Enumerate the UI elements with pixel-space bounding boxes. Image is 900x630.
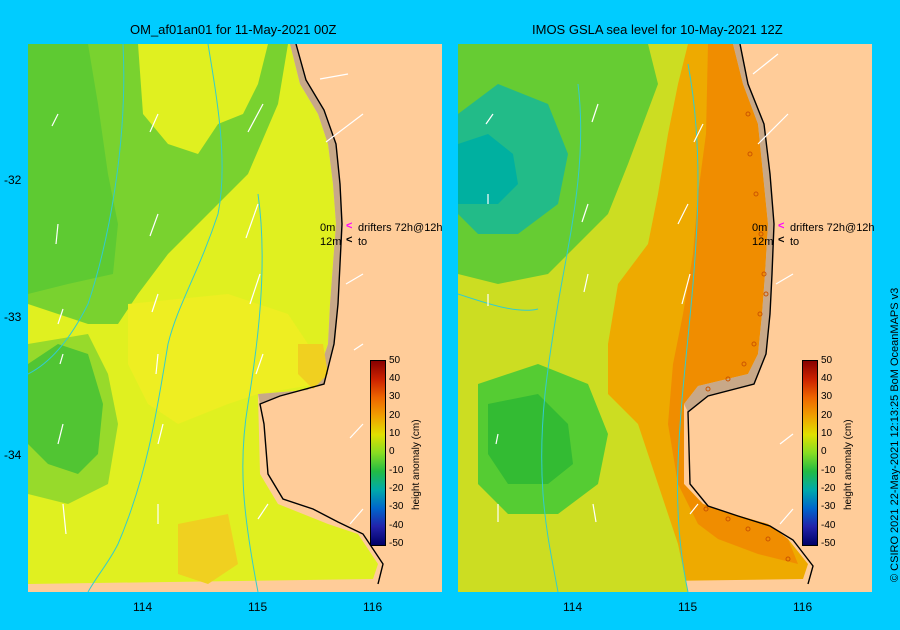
right-lon-label-115: 115	[678, 600, 698, 614]
green-south-core	[488, 394, 573, 484]
current-line-3	[242, 193, 263, 592]
drifter-arrows	[51, 73, 364, 535]
teal-north-center	[458, 134, 518, 204]
coastline	[687, 44, 814, 585]
left-cb-tick: 40	[389, 373, 401, 384]
right-drifter-symbol: <	[778, 220, 785, 232]
left-cb-tick: -20	[389, 483, 404, 494]
drifter-arrows	[485, 53, 794, 525]
left-cb-tick: -50	[389, 538, 404, 549]
right-cb-tick: -30	[821, 501, 836, 512]
right-to-label: to	[790, 236, 800, 248]
lat-label-32: -32	[4, 173, 22, 187]
right-cb-tick: -50	[821, 538, 836, 549]
right-lon-label-116: 116	[793, 600, 813, 614]
orange-patch-north	[298, 344, 328, 389]
right-cb-tick: 40	[821, 373, 833, 384]
right-cb-tick: 20	[821, 410, 833, 421]
current-line-2	[676, 63, 699, 592]
left-depth-top: 0m	[320, 222, 336, 234]
current-line-1	[541, 83, 582, 592]
right-cb-tick: 10	[821, 428, 833, 439]
orange-patch-south	[178, 514, 238, 584]
left-panel-title: OM_af01an01 for 11-May-2021 00Z	[130, 22, 337, 37]
lat-label-34: -34	[4, 448, 22, 462]
current-line-3	[458, 293, 539, 311]
left-colorbar	[370, 360, 386, 546]
left-depth-bottom: 12m	[320, 236, 342, 248]
coastline	[259, 44, 384, 585]
left-cb-tick: 0	[389, 446, 395, 457]
right-to-arrow: <	[778, 234, 785, 246]
right-depth-top: 0m	[752, 222, 768, 234]
right-depth-bottom: 12m	[752, 236, 774, 248]
left-cb-tick: 30	[389, 391, 401, 402]
yellow-band	[128, 294, 318, 424]
right-cb-tick: -40	[821, 520, 836, 531]
orange-coastal-band	[668, 44, 798, 564]
left-cb-tick: -40	[389, 520, 404, 531]
drifter-dots	[703, 111, 791, 562]
left-cb-tick: -30	[389, 501, 404, 512]
right-drifters-label: drifters 72h@12h	[790, 222, 875, 234]
left-lon-label-116: 116	[363, 600, 383, 614]
right-cb-tick: -20	[821, 483, 836, 494]
right-colorbar	[802, 360, 818, 546]
left-to-arrow: <	[346, 234, 353, 246]
left-cb-tick: 50	[389, 355, 401, 366]
left-cb-tick: 10	[389, 428, 401, 439]
green-mid-west	[28, 334, 118, 504]
credit-text: © CSIRO 2021 22-May-2021 12:13:25 BoM Oc…	[889, 287, 900, 582]
right-cb-tick: 0	[821, 446, 827, 457]
left-to-label: to	[358, 236, 368, 248]
current-line-1	[87, 44, 223, 592]
right-colorbar-title: height anomaly (cm)	[843, 419, 854, 510]
current-line-2	[28, 44, 125, 375]
right-cb-tick: -10	[821, 465, 836, 476]
right-cb-tick: 30	[821, 391, 833, 402]
left-cb-tick: 20	[389, 410, 401, 421]
left-lon-label-114: 114	[133, 600, 153, 614]
left-map	[28, 44, 442, 592]
green-west-north-edge	[28, 44, 288, 324]
left-drifter-symbol: <	[346, 220, 353, 232]
lat-label-33: -33	[4, 310, 22, 324]
left-drifters-label: drifters 72h@12h	[358, 222, 443, 234]
right-cb-tick: 50	[821, 355, 833, 366]
left-cb-tick: -10	[389, 465, 404, 476]
left-colorbar-title: height anomaly (cm)	[411, 419, 422, 510]
left-lon-label-115: 115	[248, 600, 268, 614]
right-lon-label-114: 114	[563, 600, 583, 614]
right-panel-title: IMOS GSLA sea level for 10-May-2021 12Z	[532, 22, 783, 37]
